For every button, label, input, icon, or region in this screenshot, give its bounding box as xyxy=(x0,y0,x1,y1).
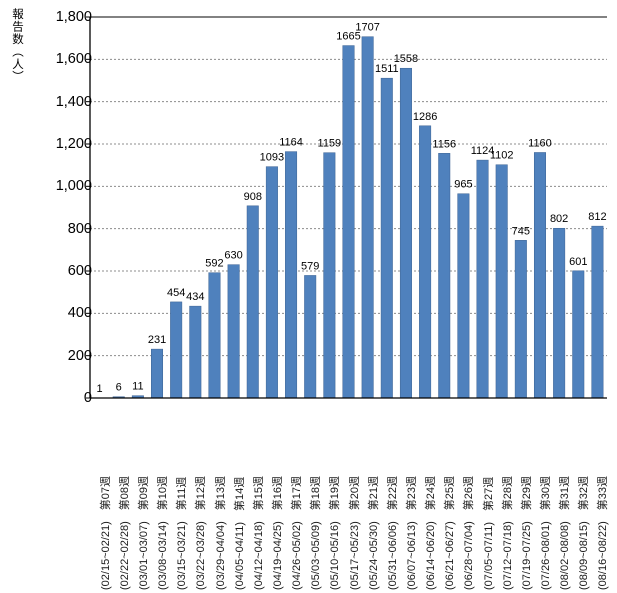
svg-text:434: 434 xyxy=(186,291,204,303)
svg-text:231: 231 xyxy=(148,334,166,346)
svg-text:1164: 1164 xyxy=(279,137,303,149)
svg-text:1707: 1707 xyxy=(355,22,379,34)
svg-text:601: 601 xyxy=(569,256,587,268)
svg-text:1286: 1286 xyxy=(413,111,437,123)
svg-text:1102: 1102 xyxy=(490,150,514,162)
svg-text:1156: 1156 xyxy=(432,138,456,150)
svg-text:1558: 1558 xyxy=(394,53,418,65)
svg-text:1159: 1159 xyxy=(318,138,342,150)
svg-text:630: 630 xyxy=(224,250,242,262)
svg-text:802: 802 xyxy=(550,213,568,225)
svg-text:745: 745 xyxy=(512,225,530,237)
svg-text:965: 965 xyxy=(454,179,472,191)
svg-text:908: 908 xyxy=(244,191,262,203)
svg-text:1160: 1160 xyxy=(528,137,552,149)
svg-text:592: 592 xyxy=(205,258,223,270)
svg-text:579: 579 xyxy=(301,260,319,272)
svg-text:812: 812 xyxy=(588,211,606,223)
svg-text:1093: 1093 xyxy=(260,152,284,164)
svg-text:454: 454 xyxy=(167,287,185,299)
